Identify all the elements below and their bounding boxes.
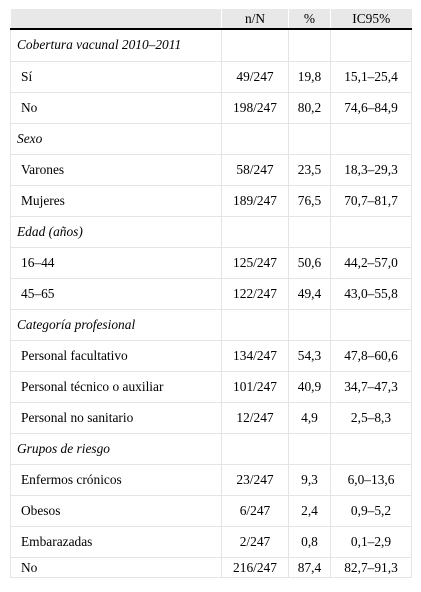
table-row: 45–65 122/247 49,4 43,0–55,8 <box>10 278 412 310</box>
row-ci: 44,2–57,0 <box>330 247 412 279</box>
section-row: Sexo <box>10 123 412 155</box>
row-n: 2/247 <box>221 526 289 558</box>
row-label: Personal facultativo <box>10 340 222 372</box>
table-row: Personal no sanitario 12/247 4,9 2,5–8,3 <box>10 402 412 434</box>
header-cell-label <box>10 9 222 30</box>
row-label: Sí <box>10 61 222 93</box>
row-n: 6/247 <box>221 495 289 527</box>
row-label: 16–44 <box>10 247 222 279</box>
row-n: 101/247 <box>221 371 289 403</box>
row-ci: 15,1–25,4 <box>330 61 412 93</box>
table-row: Embarazadas 2/247 0,8 0,1–2,9 <box>10 526 412 558</box>
row-label: Varones <box>10 154 222 186</box>
row-ci: 47,8–60,6 <box>330 340 412 372</box>
table-row: Personal técnico o auxiliar 101/247 40,9 34… <box>10 371 412 403</box>
row-n: 12/247 <box>221 402 289 434</box>
row-n: 216/247 <box>221 557 289 578</box>
section-row: Grupos de riesgo <box>10 433 412 465</box>
row-percent: 80,2 <box>288 92 331 124</box>
row-n: 125/247 <box>221 247 289 279</box>
row-n: 49/247 <box>221 61 289 93</box>
empty-cell <box>288 216 331 248</box>
row-percent: 0,8 <box>288 526 331 558</box>
row-n: 23/247 <box>221 464 289 496</box>
empty-cell <box>288 433 331 465</box>
header-cell-percent: % <box>288 9 331 30</box>
table-row: Sí 49/247 19,8 15,1–25,4 <box>10 61 412 93</box>
row-label: No <box>10 557 222 578</box>
header-row: n/N % IC95% <box>10 9 412 30</box>
row-percent: 23,5 <box>288 154 331 186</box>
empty-cell <box>221 216 289 248</box>
row-percent: 19,8 <box>288 61 331 93</box>
table-row: Enfermos crónicos 23/247 9,3 6,0–13,6 <box>10 464 412 496</box>
row-ci: 74,6–84,9 <box>330 92 412 124</box>
row-n: 122/247 <box>221 278 289 310</box>
table-body: Cobertura vacunal 2010–2011 Sí 49/247 19,8… <box>10 29 412 578</box>
data-table: n/N % IC95% Cobertura vacunal 2010–2011 … <box>10 9 412 578</box>
table-row: Varones 58/247 23,5 18,3–29,3 <box>10 154 412 186</box>
section-row: Edad (años) <box>10 216 412 248</box>
table-row: No 216/247 87,4 82,7–91,3 <box>10 557 412 578</box>
row-n: 134/247 <box>221 340 289 372</box>
row-percent: 49,4 <box>288 278 331 310</box>
row-ci: 43,0–55,8 <box>330 278 412 310</box>
empty-cell <box>288 29 331 62</box>
empty-cell <box>330 309 412 341</box>
row-percent: 40,9 <box>288 371 331 403</box>
empty-cell <box>221 309 289 341</box>
row-n: 198/247 <box>221 92 289 124</box>
row-ci: 70,7–81,7 <box>330 185 412 217</box>
row-ci: 6,0–13,6 <box>330 464 412 496</box>
row-label: Mujeres <box>10 185 222 217</box>
row-ci: 82,7–91,3 <box>330 557 412 578</box>
row-percent: 54,3 <box>288 340 331 372</box>
row-ci: 18,3–29,3 <box>330 154 412 186</box>
empty-cell <box>221 123 289 155</box>
row-label: No <box>10 92 222 124</box>
empty-cell <box>221 29 289 62</box>
row-ci: 2,5–8,3 <box>330 402 412 434</box>
empty-cell <box>330 216 412 248</box>
row-percent: 4,9 <box>288 402 331 434</box>
table-row: Personal facultativo 134/247 54,3 47,8–60,6 <box>10 340 412 372</box>
section-label: Grupos de riesgo <box>10 433 222 465</box>
table-row: 16–44 125/247 50,6 44,2–57,0 <box>10 247 412 279</box>
section-row: Cobertura vacunal 2010–2011 <box>10 29 412 62</box>
row-label: Personal técnico o auxiliar <box>10 371 222 403</box>
row-label: 45–65 <box>10 278 222 310</box>
section-row: Categoría profesional <box>10 309 412 341</box>
header-cell-n: n/N <box>221 9 289 30</box>
row-percent: 50,6 <box>288 247 331 279</box>
row-n: 189/247 <box>221 185 289 217</box>
row-ci: 34,7–47,3 <box>330 371 412 403</box>
empty-cell <box>221 433 289 465</box>
row-label: Obesos <box>10 495 222 527</box>
row-label: Enfermos crónicos <box>10 464 222 496</box>
row-label: Personal no sanitario <box>10 402 222 434</box>
section-label: Sexo <box>10 123 222 155</box>
section-label: Edad (años) <box>10 216 222 248</box>
row-percent: 2,4 <box>288 495 331 527</box>
row-percent: 76,5 <box>288 185 331 217</box>
row-ci: 0,1–2,9 <box>330 526 412 558</box>
empty-cell <box>330 29 412 62</box>
row-label: Embarazadas <box>10 526 222 558</box>
empty-cell <box>288 309 331 341</box>
empty-cell <box>330 433 412 465</box>
row-ci: 0,9–5,2 <box>330 495 412 527</box>
table-container: n/N % IC95% Cobertura vacunal 2010–2011 … <box>10 9 412 578</box>
section-label: Cobertura vacunal 2010–2011 <box>10 29 222 62</box>
empty-cell <box>330 123 412 155</box>
table-header: n/N % IC95% <box>10 9 412 30</box>
header-cell-ci: IC95% <box>330 9 412 30</box>
row-n: 58/247 <box>221 154 289 186</box>
table-row: Obesos 6/247 2,4 0,9–5,2 <box>10 495 412 527</box>
empty-cell <box>288 123 331 155</box>
table-row: No 198/247 80,2 74,6–84,9 <box>10 92 412 124</box>
row-percent: 9,3 <box>288 464 331 496</box>
row-percent: 87,4 <box>288 557 331 578</box>
table-row: Mujeres 189/247 76,5 70,7–81,7 <box>10 185 412 217</box>
section-label: Categoría profesional <box>10 309 222 341</box>
